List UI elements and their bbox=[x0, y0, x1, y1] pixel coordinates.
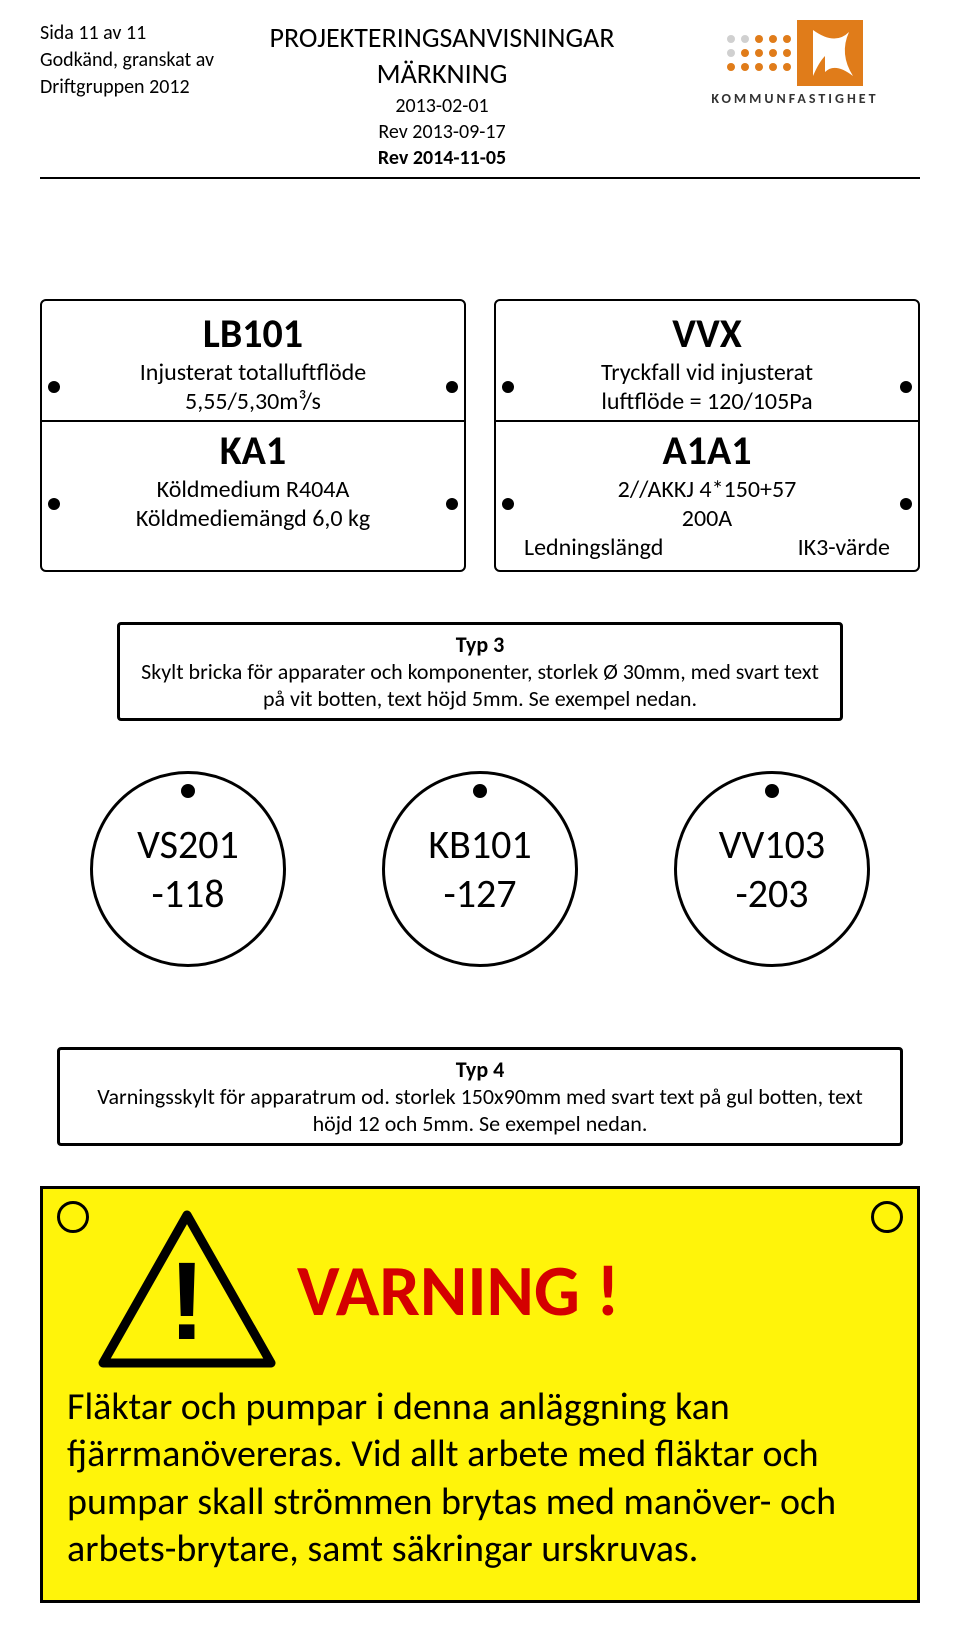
svg-text:!: ! bbox=[169, 1240, 206, 1363]
header-center: PROJEKTERINGSANVISNINGAR MÄRKNING 2013-0… bbox=[270, 20, 615, 171]
mount-dot-icon bbox=[765, 784, 779, 798]
vvx-line1: Tryckfall vid injusterat bbox=[601, 358, 813, 387]
lb101-line1: Injusterat totalluftflöde bbox=[140, 358, 366, 387]
mount-dot-icon bbox=[900, 381, 912, 393]
token-line2: -203 bbox=[735, 869, 808, 918]
token-line2: -127 bbox=[443, 869, 516, 918]
mount-dot-icon bbox=[473, 784, 487, 798]
page-header: Sida 11 av 11 Godkänd, granskat av Drift… bbox=[40, 0, 920, 171]
label-box-vvx: VVX Tryckfall vid injusterat luftflöde =… bbox=[494, 299, 920, 572]
header-rule bbox=[40, 177, 920, 179]
vvx-line2: luftflöde = 120/105Pa bbox=[601, 387, 812, 416]
header-right: KOMMUNFASTIGHET bbox=[670, 20, 920, 107]
mount-dot-icon bbox=[446, 381, 458, 393]
a1a1-title: A1A1 bbox=[502, 426, 912, 475]
token-line1: KB101 bbox=[428, 820, 531, 869]
lb101-line2: 5,55/5,30m³/s bbox=[185, 387, 321, 416]
ka1-title: KA1 bbox=[48, 426, 458, 475]
screw-hole-icon bbox=[57, 1201, 89, 1233]
typ4-box: Typ 4 Varningsskylt för apparatrum od. s… bbox=[57, 1047, 903, 1146]
a1a1-line2: 200A bbox=[682, 504, 732, 533]
typ3-body: Skylt bricka för apparater och komponent… bbox=[140, 658, 820, 712]
brand-logo bbox=[727, 20, 863, 86]
a1a1-foot-left: Ledningslängd bbox=[524, 533, 663, 562]
label-box-lb101: LB101 Injusterat totalluftflöde 5,55/5,3… bbox=[40, 299, 466, 572]
typ3-box: Typ 3 Skylt bricka för apparater och kom… bbox=[117, 622, 843, 721]
mount-dot-icon bbox=[446, 498, 458, 510]
warning-triangle-icon: ! bbox=[97, 1209, 277, 1374]
doc-rev1: Rev 2013-09-17 bbox=[270, 119, 615, 145]
brand-text: KOMMUNFASTIGHET bbox=[711, 90, 878, 107]
logo-dots bbox=[727, 35, 791, 71]
token-line2: -118 bbox=[151, 869, 224, 918]
vvx-title: VVX bbox=[502, 309, 912, 358]
circle-tokens-row: VS201 -118 KB101 -127 VV103 -203 bbox=[40, 721, 920, 967]
warning-body: Fläktar och pumpar i denna anläggning ka… bbox=[67, 1384, 893, 1574]
page-number: Sida 11 av 11 bbox=[40, 20, 214, 47]
ka1-line1: Köldmedium R404A bbox=[157, 475, 350, 504]
token-kb101: KB101 -127 bbox=[382, 771, 578, 967]
lb101-title: LB101 bbox=[48, 309, 458, 358]
mount-dot-icon bbox=[48, 381, 60, 393]
screw-hole-icon bbox=[871, 1201, 903, 1233]
doc-date: 2013-02-01 bbox=[270, 93, 615, 119]
warning-sign: ! VARNING ! Fläktar och pumpar i denna a… bbox=[40, 1186, 920, 1603]
token-vv103: VV103 -203 bbox=[674, 771, 870, 967]
doc-title-2: MÄRKNING bbox=[270, 56, 615, 92]
doc-rev2: Rev 2014-11-05 bbox=[270, 145, 615, 171]
logo-k-icon bbox=[797, 20, 863, 86]
typ4-body: Varningsskylt för apparatrum od. storlek… bbox=[80, 1083, 880, 1137]
warning-title: VARNING ! bbox=[297, 1247, 620, 1335]
mount-dot-icon bbox=[181, 784, 195, 798]
typ4-title: Typ 4 bbox=[80, 1056, 880, 1083]
mount-dot-icon bbox=[900, 498, 912, 510]
label-boxes-row: LB101 Injusterat totalluftflöde 5,55/5,3… bbox=[40, 299, 920, 572]
drift-group: Driftgruppen 2012 bbox=[40, 74, 214, 101]
mount-dot-icon bbox=[502, 498, 514, 510]
a1a1-line1: 2//AKKJ 4*150+57 bbox=[618, 475, 797, 504]
mount-dot-icon bbox=[48, 498, 60, 510]
token-vs201: VS201 -118 bbox=[90, 771, 286, 967]
a1a1-foot-right: IK3-värde bbox=[798, 533, 890, 562]
token-line1: VS201 bbox=[137, 820, 239, 869]
token-line1: VV103 bbox=[719, 820, 825, 869]
ka1-line2: Köldmediemängd 6,0 kg bbox=[136, 504, 370, 533]
approved-label: Godkänd, granskat av bbox=[40, 47, 214, 74]
doc-title-1: PROJEKTERINGSANVISNINGAR bbox=[270, 20, 615, 56]
mount-dot-icon bbox=[502, 381, 514, 393]
header-left: Sida 11 av 11 Godkänd, granskat av Drift… bbox=[40, 20, 214, 101]
typ3-title: Typ 3 bbox=[140, 631, 820, 658]
